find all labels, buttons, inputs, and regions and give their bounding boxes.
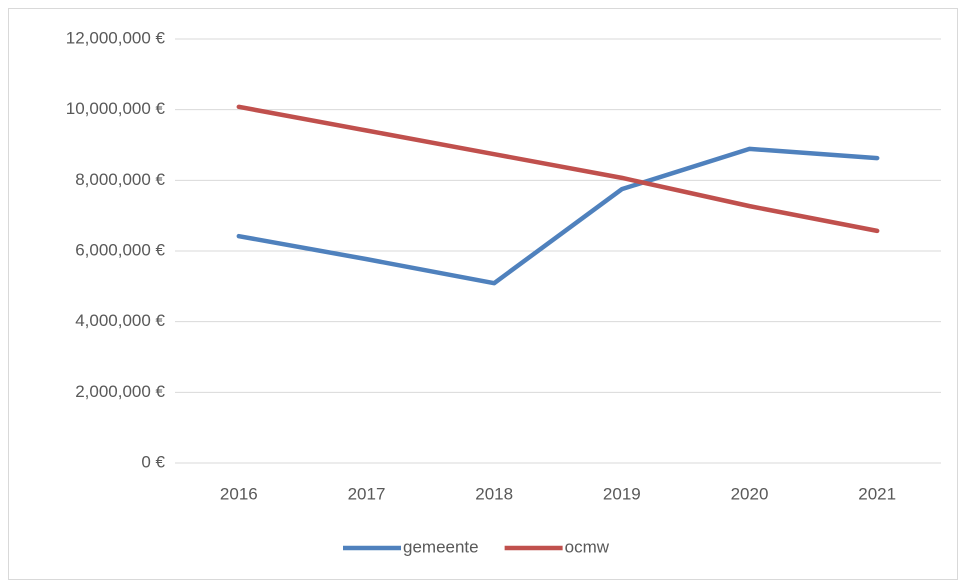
legend-label: ocmw — [565, 537, 610, 556]
legend-label: gemeente — [403, 537, 479, 556]
y-tick-label: 6,000,000 € — [75, 240, 165, 259]
x-tick-label: 2019 — [603, 484, 641, 503]
x-tick-label: 2020 — [731, 484, 769, 503]
y-tick-label: 4,000,000 € — [75, 311, 165, 330]
x-tick-label: 2018 — [475, 484, 513, 503]
y-tick-label: 10,000,000 € — [66, 99, 166, 118]
line-series — [236, 104, 880, 234]
chart-border — [8, 8, 958, 580]
x-tick-label: 2021 — [858, 484, 896, 503]
y-tick-label: 8,000,000 € — [75, 170, 165, 189]
line-series — [236, 146, 880, 286]
y-tick-label: 0 € — [141, 452, 165, 471]
y-tick-label: 2,000,000 € — [75, 382, 165, 401]
x-tick-label: 2017 — [348, 484, 386, 503]
x-tick-label: 2016 — [220, 484, 258, 503]
y-tick-label: 12,000,000 € — [66, 28, 166, 47]
